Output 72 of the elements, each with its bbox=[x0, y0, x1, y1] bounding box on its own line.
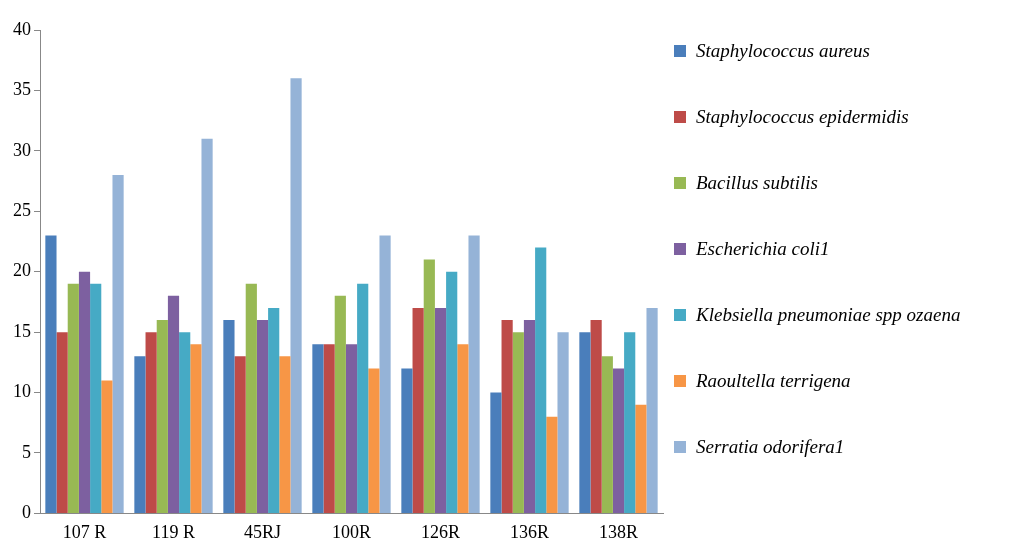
bar bbox=[234, 356, 246, 513]
legend-label: Bacillus subtilis bbox=[696, 172, 819, 194]
bar bbox=[434, 307, 447, 513]
bar bbox=[223, 320, 235, 513]
bar bbox=[245, 283, 257, 513]
bar bbox=[334, 295, 346, 513]
bar bbox=[156, 320, 168, 513]
bar bbox=[134, 356, 146, 513]
bar bbox=[290, 78, 302, 513]
legend-label: Klebsiella pneumoniae spp ozaena bbox=[696, 304, 962, 326]
x-tick-label: 138R bbox=[598, 521, 639, 542]
y-tick-label: 40 bbox=[13, 18, 31, 39]
legend-label: Serratia odorifera1 bbox=[696, 436, 846, 458]
bar bbox=[90, 283, 102, 513]
x-tick-label: 107 R bbox=[62, 521, 107, 542]
bar bbox=[78, 271, 91, 513]
bar bbox=[501, 320, 513, 513]
bar bbox=[579, 332, 591, 513]
bar bbox=[512, 332, 524, 513]
x-tick-label: 45RJ bbox=[243, 521, 282, 542]
bar bbox=[45, 235, 57, 513]
bar bbox=[56, 332, 68, 513]
bar bbox=[67, 283, 79, 513]
bar bbox=[546, 416, 558, 513]
y-tick-label: 30 bbox=[13, 139, 31, 160]
bar bbox=[557, 332, 569, 513]
x-tick-label: 100R bbox=[331, 521, 372, 542]
bar bbox=[523, 320, 536, 513]
bar bbox=[101, 380, 113, 513]
y-tick-label: 35 bbox=[13, 79, 31, 100]
bar bbox=[179, 332, 191, 513]
x-tick-label: 119 R bbox=[152, 521, 195, 542]
bar bbox=[624, 332, 636, 513]
y-tick-label: 20 bbox=[13, 260, 31, 281]
bar bbox=[312, 344, 324, 513]
bar bbox=[368, 368, 380, 513]
bar bbox=[256, 320, 269, 513]
bar bbox=[423, 259, 435, 513]
x-tick-label: 136R bbox=[509, 521, 550, 542]
bar bbox=[601, 356, 613, 513]
bar bbox=[357, 283, 369, 513]
bar bbox=[167, 295, 180, 513]
legend-label: Staphylococcus aureus bbox=[696, 40, 871, 62]
bar bbox=[590, 320, 602, 513]
y-tick-label: 5 bbox=[22, 441, 31, 462]
bar bbox=[535, 247, 547, 513]
y-tick-label: 0 bbox=[22, 502, 31, 523]
bar bbox=[190, 344, 202, 513]
y-tick-label: 25 bbox=[13, 200, 31, 221]
bar bbox=[468, 235, 480, 513]
y-tick-label: 15 bbox=[13, 320, 31, 341]
bar bbox=[457, 344, 469, 513]
y-tick-label: 10 bbox=[13, 381, 31, 402]
bar bbox=[279, 356, 291, 513]
bar bbox=[323, 344, 335, 513]
legend-label: Raoultella terrigena bbox=[696, 370, 852, 392]
bar bbox=[145, 332, 157, 513]
x-tick-label: 126R bbox=[420, 521, 461, 542]
bar bbox=[446, 271, 458, 513]
bar bbox=[646, 307, 658, 513]
bar bbox=[490, 392, 502, 513]
bar bbox=[379, 235, 391, 513]
bar bbox=[412, 307, 424, 513]
bar bbox=[201, 138, 213, 513]
bar bbox=[635, 404, 647, 513]
legend-label: Staphylococcus epidermidis bbox=[696, 106, 910, 128]
bar bbox=[345, 344, 358, 513]
bar bbox=[112, 175, 124, 513]
bar bbox=[401, 368, 413, 513]
bar bbox=[612, 368, 625, 513]
bar bbox=[268, 307, 280, 513]
legend-label: Escherichia coli1 bbox=[696, 238, 831, 260]
